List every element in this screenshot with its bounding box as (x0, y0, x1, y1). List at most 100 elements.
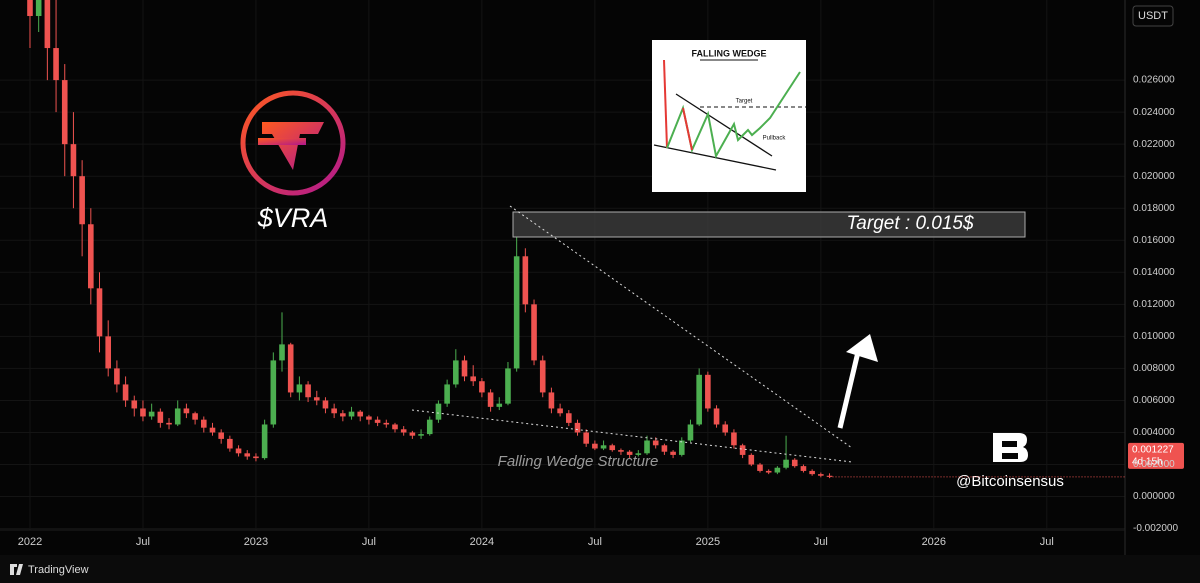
candle-body (348, 411, 355, 417)
candle-body (114, 368, 120, 385)
candle-body (705, 374, 711, 409)
candle-body (566, 413, 572, 423)
candle-body (261, 424, 268, 459)
candle-body (592, 443, 598, 449)
y-tick-label: 0.004000 (1133, 427, 1175, 438)
inset-line (675, 93, 773, 157)
candle-body (600, 445, 607, 449)
candle-body (183, 408, 190, 414)
brand: TradingView (28, 564, 89, 576)
candle-body (774, 467, 781, 473)
y-tick-label: 0.016000 (1133, 235, 1175, 246)
candle-body (453, 360, 459, 385)
candle-body (200, 419, 207, 428)
candle-body (366, 416, 372, 420)
author: @Bitcoinsensus (956, 473, 1064, 490)
candle-body (131, 400, 138, 409)
y-tick-label: 0.014000 (1133, 267, 1175, 278)
candle-body (731, 432, 737, 446)
candle-body (487, 392, 494, 407)
candle-body (287, 344, 294, 393)
x-tick-label: Jul (362, 536, 376, 548)
candle-body (739, 445, 746, 455)
ticker: $VRA (257, 203, 329, 233)
logo-ring (240, 90, 346, 196)
candle-body (539, 360, 546, 393)
candle-body (96, 288, 103, 337)
candle-body (818, 474, 824, 476)
candle-body (166, 422, 172, 425)
candle-body (800, 466, 807, 471)
x-tick-label: Jul (1040, 536, 1054, 548)
candle-body (426, 419, 433, 435)
inset-target-label: Target (736, 99, 753, 105)
candle-body (44, 0, 51, 49)
target-zone (512, 211, 1026, 238)
footer (0, 555, 1200, 583)
x-tick-label: 2022 (18, 536, 42, 548)
candles (27, 0, 833, 479)
brand-logo (993, 433, 1028, 462)
y-tick-label: 0.000000 (1133, 491, 1175, 502)
candle-body (270, 360, 277, 425)
candle-body (88, 224, 94, 289)
y-tick-label: 0.010000 (1133, 331, 1175, 342)
candle-body (635, 453, 642, 455)
y-tick-label: -0.002000 (1133, 523, 1178, 534)
y-tick-label: 0.022000 (1133, 139, 1175, 150)
logo-v (262, 122, 324, 170)
candle-body (235, 448, 242, 454)
candle-body (470, 376, 477, 382)
target-label: Target : 0.015$ (846, 213, 974, 234)
x-tick-label: Jul (588, 536, 602, 548)
candle-body (296, 384, 303, 393)
candle-body (661, 445, 668, 452)
candle-body (678, 440, 685, 455)
candle-body (713, 408, 720, 425)
x-tick-label: Jul (814, 536, 828, 548)
candle-body (626, 451, 633, 455)
candle-body (783, 459, 789, 468)
candle-body (157, 411, 164, 423)
candle-body (696, 374, 702, 425)
candle-body (670, 451, 676, 455)
candle-body (227, 438, 233, 449)
candle-body (35, 0, 42, 17)
candle-body (748, 454, 755, 465)
candle-body (105, 336, 111, 369)
wedge-lower (411, 409, 853, 463)
y-tick-label: 0.024000 (1133, 107, 1175, 118)
candle-body (583, 432, 589, 444)
candle-body (687, 424, 694, 441)
inset-line (653, 144, 777, 171)
candle-body (418, 434, 424, 436)
candle-body (479, 381, 485, 393)
x-tick-label: 2026 (922, 536, 946, 548)
candle-body (374, 419, 381, 423)
x-tick-label: 2023 (244, 536, 268, 548)
candle-body (174, 408, 181, 425)
candle-body (244, 453, 251, 457)
candle-body (357, 411, 364, 417)
countdown: 4d 15h (1132, 457, 1163, 468)
candle-body (70, 144, 77, 177)
y-tick-label: 0.002000 (1133, 459, 1175, 470)
candle-body (652, 440, 659, 446)
candle-body (253, 456, 259, 459)
candle-body (513, 256, 520, 369)
candle-body (331, 408, 337, 414)
candle-body (305, 384, 311, 398)
candle-body (79, 176, 85, 225)
candle-body (826, 475, 833, 477)
x-tick-label: 2025 (696, 536, 720, 548)
candle-body (27, 0, 33, 17)
inset-pullback: Pullback (763, 136, 787, 142)
candle-body (522, 256, 529, 305)
candle-body (409, 432, 416, 436)
logo-bar (258, 138, 306, 145)
grid (0, 0, 1125, 530)
candle-body (461, 360, 468, 377)
